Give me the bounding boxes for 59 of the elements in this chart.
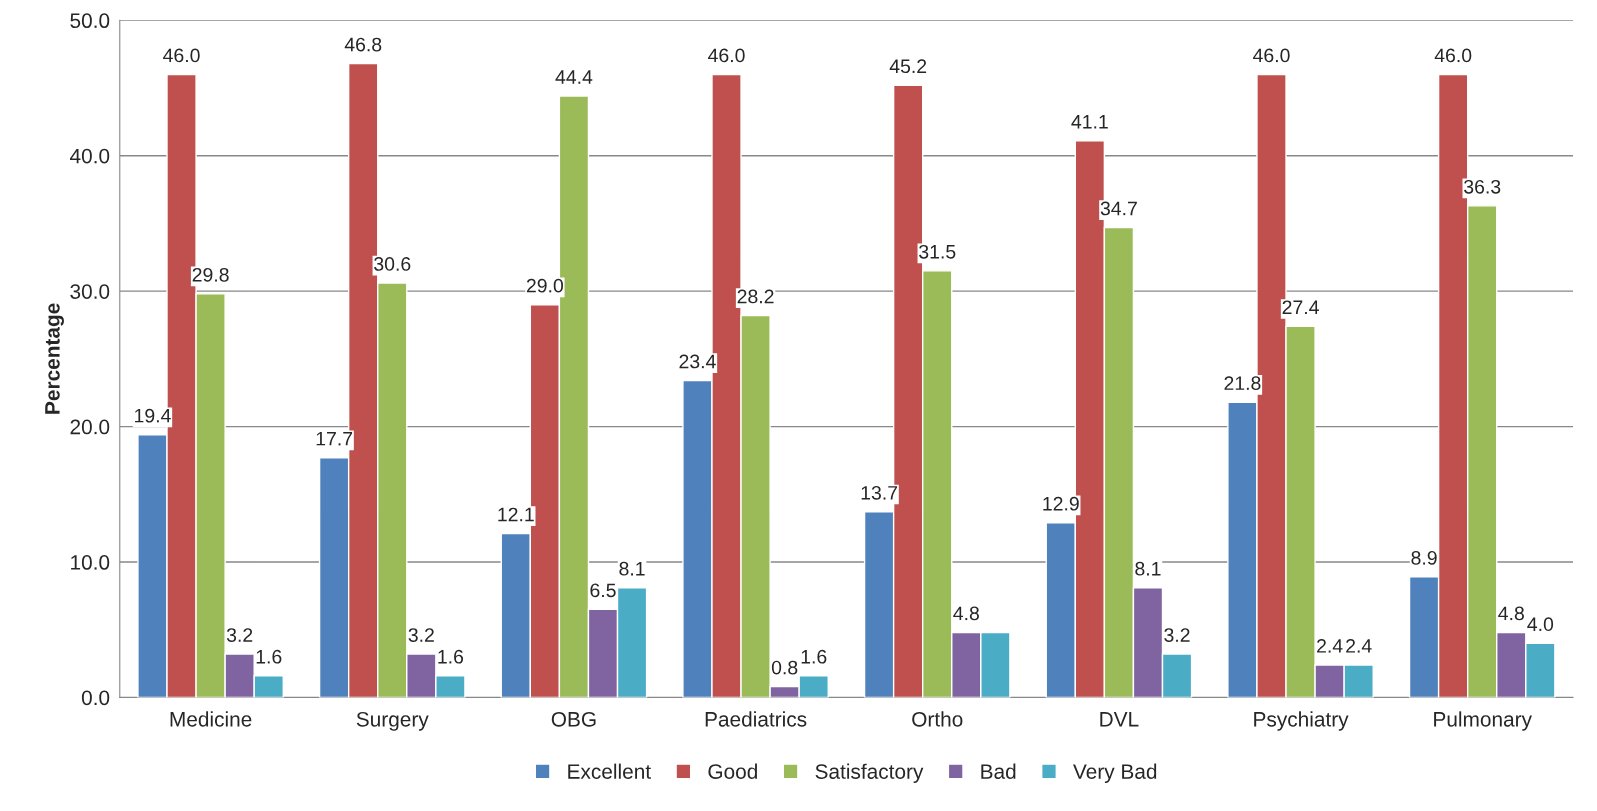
data-label: 46.0	[708, 48, 745, 63]
legend-label: Excellent	[568, 763, 651, 779]
data-label: 36.3	[1464, 179, 1501, 194]
y-axis-title: Percentage	[45, 303, 64, 414]
x-tick-label: Surgery	[356, 711, 429, 731]
data-label: 30.6	[374, 257, 411, 271]
data-label: 0.8	[771, 660, 798, 675]
data-label: 44.4	[555, 70, 593, 84]
data-label: 46.0	[1434, 48, 1472, 63]
data-label: 29.8	[192, 267, 229, 282]
y-tick-label: 0.0	[81, 690, 110, 706]
y-tick-label: 10.0	[71, 555, 110, 570]
y-tick-label: 20.0	[70, 419, 110, 435]
data-label: 41.1	[1071, 115, 1108, 129]
data-label: 3.2	[226, 628, 253, 642]
data-label: 2.4	[1346, 639, 1372, 653]
data-label: 17.7	[316, 431, 353, 446]
data-label: 1.6	[438, 649, 464, 664]
data-label: 3.2	[1164, 628, 1190, 642]
data-label: 1.6	[801, 649, 827, 664]
data-label: 31.5	[919, 244, 956, 259]
data-label: 19.4	[135, 408, 171, 423]
data-label: 2.4	[1317, 639, 1343, 653]
legend-label: Very Bad	[1073, 763, 1157, 784]
x-tick-label: Paediatrics	[705, 711, 807, 727]
data-label: 8.9	[1411, 550, 1437, 565]
legend-label: Bad	[981, 763, 1016, 779]
data-label: 12.1	[498, 507, 534, 522]
data-label: 12.9	[1043, 496, 1079, 511]
x-tick-label: Medicine	[170, 711, 252, 727]
legend-label: Satisfactory	[815, 763, 924, 784]
data-label: 34.7	[1100, 201, 1137, 216]
data-label: 46.0	[163, 48, 200, 63]
data-label: 46.8	[344, 37, 382, 52]
x-tick-label: OBG	[551, 711, 596, 727]
data-label: 6.5	[590, 583, 616, 598]
data-label: 45.2	[889, 59, 927, 74]
x-tick-label: Psychiatry	[1254, 711, 1349, 731]
y-tick-label: 40.0	[69, 148, 110, 164]
data-label: 4.0	[1527, 617, 1554, 632]
data-label: 8.1	[619, 561, 645, 576]
data-label: 46.0	[1253, 48, 1290, 63]
data-label: 4.8	[1498, 606, 1524, 621]
data-label: 1.6	[256, 649, 282, 664]
data-label: 21.8	[1224, 376, 1261, 391]
data-label: 29.0	[526, 278, 564, 293]
data-label: 13.7	[861, 485, 898, 500]
x-tick-label: DVL	[1100, 712, 1139, 727]
x-tick-label: Ortho	[912, 711, 963, 727]
x-tick-label: Pulmonary	[1434, 711, 1532, 731]
data-label: 28.2	[737, 289, 774, 304]
data-label: 4.8	[953, 606, 979, 621]
legend-label: Good	[708, 763, 757, 779]
data-label: 23.4	[679, 354, 716, 369]
data-label: 8.1	[1135, 561, 1161, 576]
data-label: 27.4	[1282, 300, 1319, 314]
y-tick-label: 50.0	[70, 13, 110, 29]
data-label: 3.2	[408, 628, 434, 642]
y-tick-label: 30.0	[70, 284, 110, 299]
